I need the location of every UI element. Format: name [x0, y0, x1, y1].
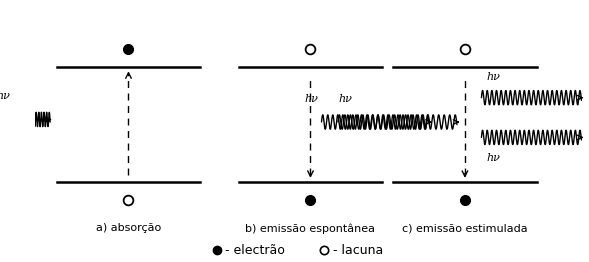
Text: hν: hν	[0, 91, 10, 101]
Text: - electrão: - electrão	[225, 244, 285, 257]
Text: - lacuna: - lacuna	[333, 244, 383, 257]
Text: hν: hν	[338, 94, 352, 104]
Text: hν: hν	[487, 72, 501, 82]
Text: b) emissão espontânea: b) emissão espontânea	[246, 223, 375, 234]
Text: hν: hν	[305, 94, 319, 104]
Text: a) absorção: a) absorção	[96, 223, 161, 233]
Text: hν: hν	[487, 153, 501, 163]
Text: c) emissão estimulada: c) emissão estimulada	[402, 223, 528, 233]
